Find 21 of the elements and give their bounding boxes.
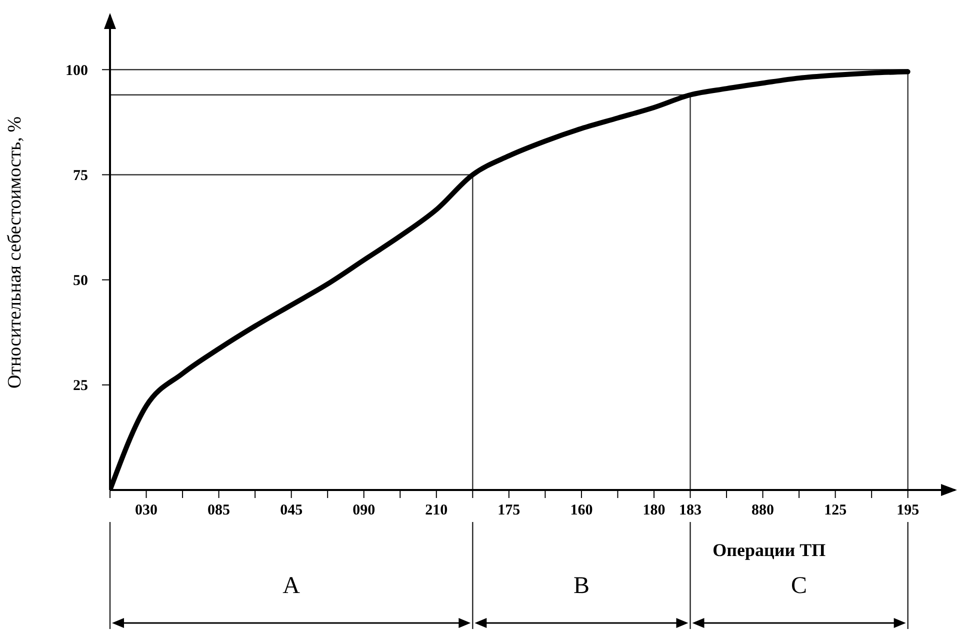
y-tick-label: 100 [66,62,88,79]
text: B [573,573,590,599]
text: A [282,573,301,599]
x-tick-label: 030 [135,502,158,519]
x-tick-label: 880 [752,502,774,519]
y-tick-label: 25 [73,378,88,394]
x-tick-label: 160 [570,502,593,519]
y-tick-label: 50 [73,273,88,290]
x-tick-label: 183 [679,502,702,519]
x-tick-label: 175 [498,502,520,519]
x-tick-label: 085 [208,502,230,519]
y-axis-title: Относительная себестоимость, % [4,116,26,389]
x-tick-label: 210 [425,502,448,519]
x-tick-label: 045 [280,502,303,519]
x-tick-label: 090 [352,502,376,519]
y-tick-label: 75 [73,168,88,184]
x-tick-label: 180 [642,502,666,519]
x-tick-label: 195 [896,502,920,519]
x-axis-title: Операции ТП [712,540,826,560]
x-tick-label: 125 [824,502,847,519]
text: C [791,573,808,599]
